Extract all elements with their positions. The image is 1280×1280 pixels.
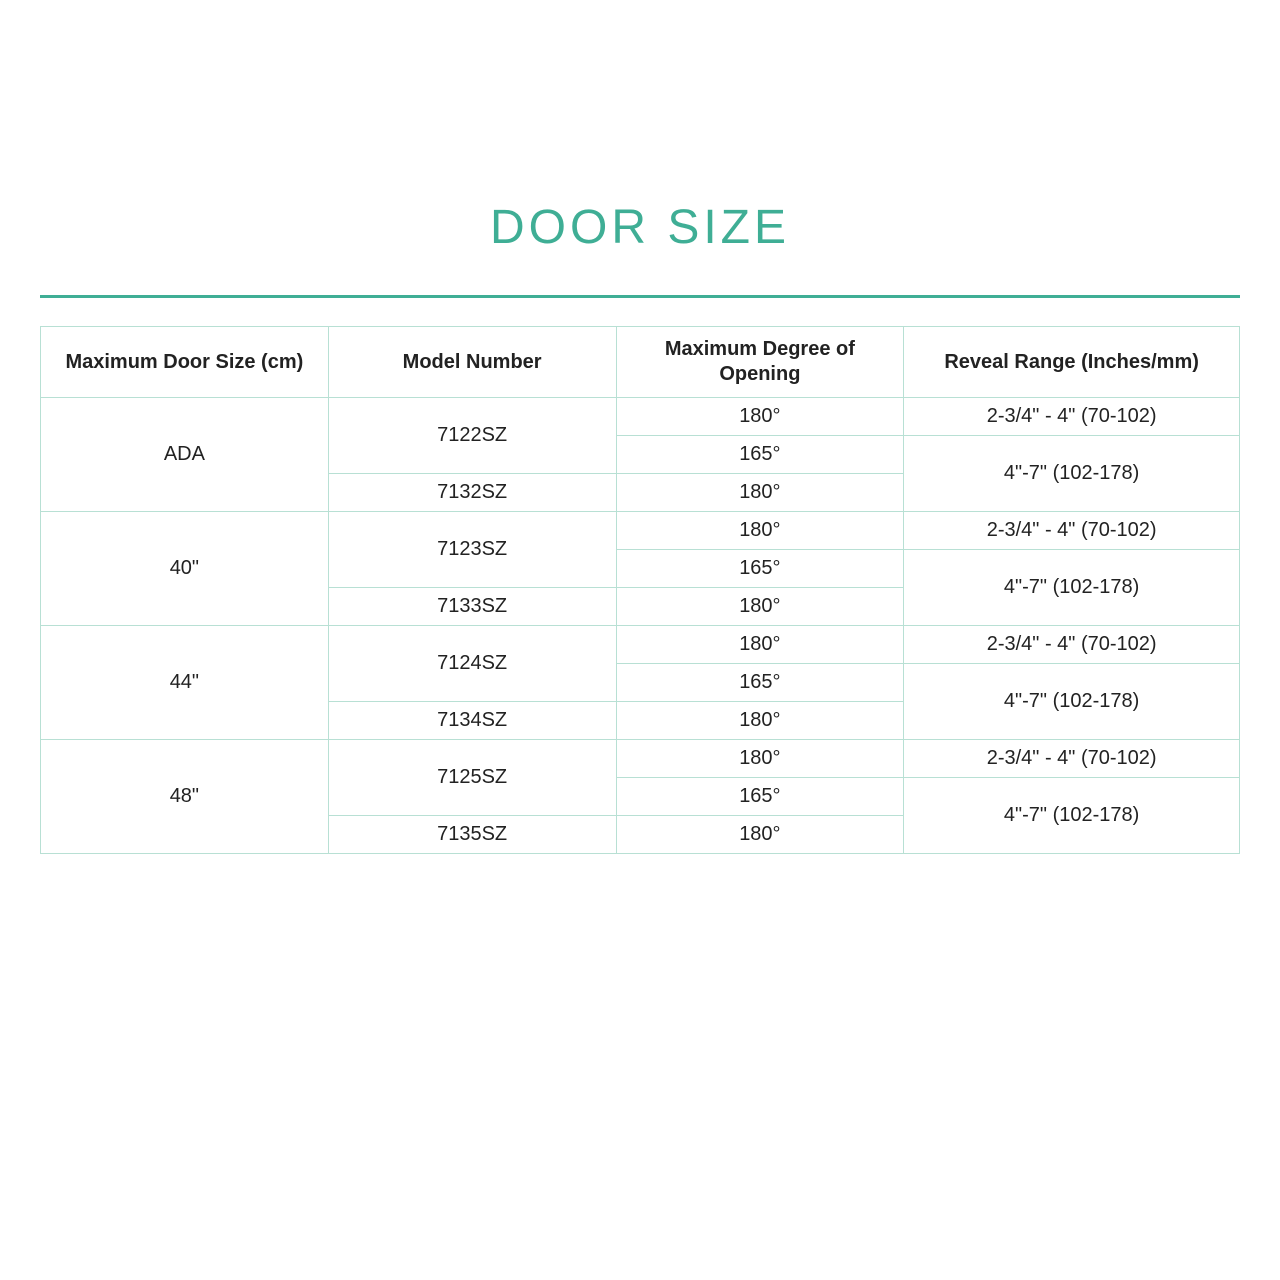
cell-degree: 180°: [616, 512, 904, 550]
cell-degree: 165°: [616, 664, 904, 702]
cell-model: 7133SZ: [328, 588, 616, 626]
cell-size: ADA: [41, 398, 329, 512]
cell-reveal: 4"-7" (102-178): [904, 778, 1240, 854]
cell-model: 7134SZ: [328, 702, 616, 740]
page-title: DOOR SIZE: [0, 200, 1280, 255]
cell-degree: 180°: [616, 588, 904, 626]
title-divider: [40, 295, 1240, 298]
cell-size: 48": [41, 740, 329, 854]
col-header-size: Maximum Door Size (cm): [41, 327, 329, 398]
cell-reveal: 2-3/4" - 4" (70-102): [904, 398, 1240, 436]
cell-model: 7135SZ: [328, 816, 616, 854]
cell-model: 7124SZ: [328, 626, 616, 702]
table-row: 44"7124SZ180°2-3/4" - 4" (70-102): [41, 626, 1240, 664]
cell-reveal: 2-3/4" - 4" (70-102): [904, 626, 1240, 664]
cell-reveal: 4"-7" (102-178): [904, 664, 1240, 740]
table-row: ADA7122SZ180°2-3/4" - 4" (70-102): [41, 398, 1240, 436]
door-size-table: Maximum Door Size (cm) Model Number Maxi…: [40, 326, 1240, 854]
cell-size: 40": [41, 512, 329, 626]
col-header-model: Model Number: [328, 327, 616, 398]
col-header-reveal: Reveal Range (Inches/mm): [904, 327, 1240, 398]
cell-reveal: 2-3/4" - 4" (70-102): [904, 512, 1240, 550]
table-row: 40"7123SZ180°2-3/4" - 4" (70-102): [41, 512, 1240, 550]
cell-reveal: 4"-7" (102-178): [904, 550, 1240, 626]
table-header-row: Maximum Door Size (cm) Model Number Maxi…: [41, 327, 1240, 398]
cell-degree: 180°: [616, 398, 904, 436]
cell-size: 44": [41, 626, 329, 740]
table-body: ADA7122SZ180°2-3/4" - 4" (70-102)165°4"-…: [41, 398, 1240, 854]
cell-degree: 180°: [616, 740, 904, 778]
cell-model: 7132SZ: [328, 474, 616, 512]
cell-degree: 180°: [616, 626, 904, 664]
cell-reveal: 2-3/4" - 4" (70-102): [904, 740, 1240, 778]
col-header-degree: Maximum Degree of Opening: [616, 327, 904, 398]
cell-degree: 165°: [616, 778, 904, 816]
cell-degree: 180°: [616, 474, 904, 512]
cell-reveal: 4"-7" (102-178): [904, 436, 1240, 512]
cell-model: 7125SZ: [328, 740, 616, 816]
cell-degree: 165°: [616, 436, 904, 474]
cell-model: 7122SZ: [328, 398, 616, 474]
table-row: 48"7125SZ180°2-3/4" - 4" (70-102): [41, 740, 1240, 778]
cell-model: 7123SZ: [328, 512, 616, 588]
cell-degree: 165°: [616, 550, 904, 588]
cell-degree: 180°: [616, 816, 904, 854]
cell-degree: 180°: [616, 702, 904, 740]
